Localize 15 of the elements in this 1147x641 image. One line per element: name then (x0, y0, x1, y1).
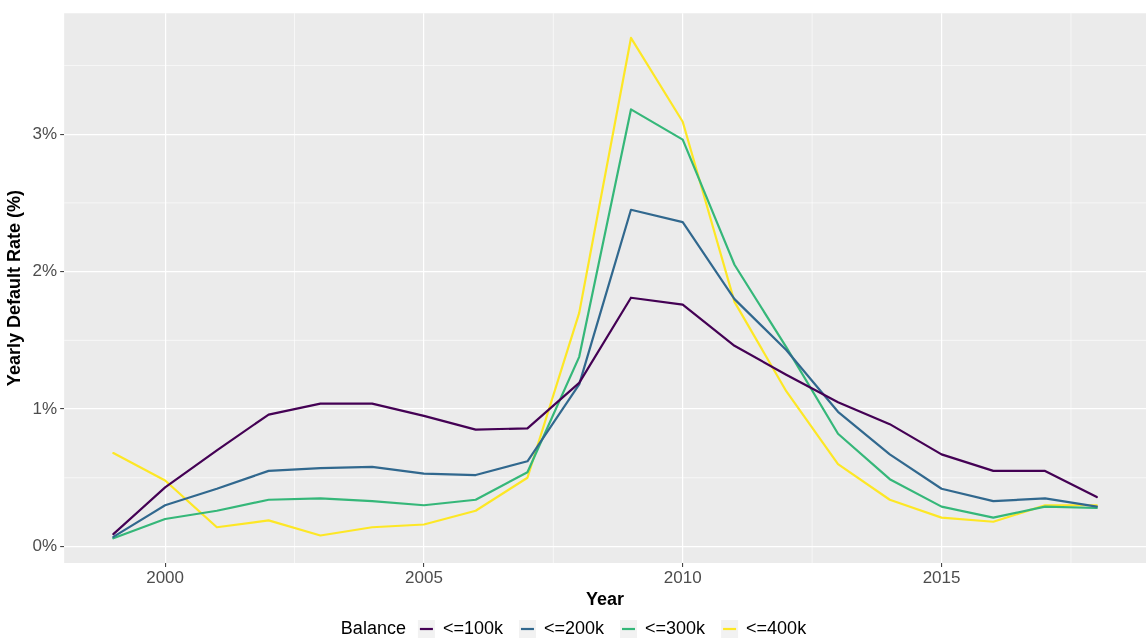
x-tick-label: 2015 (922, 567, 961, 587)
x-tick-label: 2000 (146, 567, 185, 587)
x-tick-label: 2010 (663, 567, 702, 587)
y-tick-label: 2% (32, 261, 58, 281)
x-axis-title: Year (586, 589, 625, 610)
legend-label: <=300k (645, 617, 707, 638)
legend-label: <=100k (442, 617, 504, 638)
y-tick-label: 1% (32, 398, 58, 418)
y-tick-label: 0% (32, 536, 58, 556)
legend-label: <=200k (543, 617, 606, 638)
x-tick-label: 2005 (405, 567, 443, 587)
legend-label: <=400k (746, 617, 808, 638)
y-axis-title: Yearly Default Rate (%) (3, 190, 24, 387)
legend-title: Balance (340, 617, 406, 638)
y-tick-label: 3% (32, 123, 58, 143)
